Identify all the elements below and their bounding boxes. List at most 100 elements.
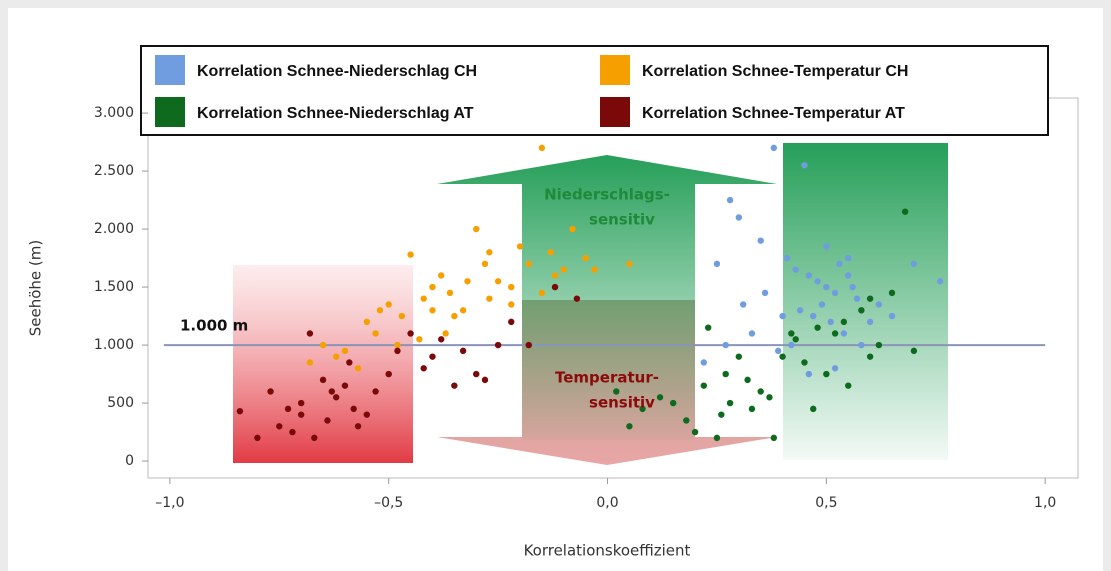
legend-items: Korrelation Schnee-Niederschlag CH Korrel… [155, 55, 908, 127]
point [297, 399, 305, 407]
point [525, 260, 532, 268]
point [538, 144, 546, 152]
point [407, 251, 414, 258]
point [429, 307, 436, 314]
point [332, 353, 340, 360]
point [757, 388, 764, 395]
point [845, 254, 852, 262]
point [831, 365, 839, 372]
point [779, 312, 786, 320]
point [748, 330, 756, 337]
point [350, 405, 357, 413]
point [473, 370, 480, 378]
point [626, 423, 633, 430]
point [560, 266, 567, 273]
point [376, 307, 384, 314]
point [788, 341, 795, 349]
point [726, 399, 734, 407]
point [398, 312, 406, 320]
legend-swatch [600, 97, 630, 127]
point [446, 289, 454, 297]
point [354, 423, 362, 430]
legend-swatch [155, 97, 185, 127]
point [416, 336, 423, 343]
y-tick-label: 0 [125, 453, 134, 469]
x-tick-label: 0,5 [815, 495, 837, 511]
point [328, 388, 336, 395]
point [814, 278, 821, 285]
y-tick-label: 3.000 [94, 105, 134, 121]
point [713, 434, 721, 442]
point [459, 307, 467, 314]
point [481, 376, 489, 384]
point [744, 376, 751, 384]
point [770, 144, 778, 152]
point [845, 382, 852, 389]
point [700, 359, 708, 366]
point [726, 196, 734, 204]
point [910, 260, 918, 268]
point [783, 254, 791, 262]
point [297, 411, 305, 418]
annotation: Temperatur- [555, 369, 659, 387]
y-tick-label: 2.000 [94, 221, 134, 237]
point [438, 272, 445, 279]
point [481, 260, 489, 268]
point [547, 249, 554, 256]
point [858, 341, 865, 349]
point [494, 278, 502, 285]
point [722, 341, 729, 349]
point [538, 289, 546, 297]
point [551, 272, 559, 279]
x-tick-label: 1,0 [1034, 495, 1056, 511]
point [740, 301, 747, 308]
point [385, 370, 392, 378]
point [866, 353, 874, 360]
legend-swatch [600, 55, 630, 85]
x-tick-label: –0,5 [374, 495, 403, 511]
point [372, 388, 379, 395]
legend-label: Korrelation Schnee-Niederschlag AT [197, 105, 474, 122]
point [420, 365, 427, 372]
point [525, 341, 532, 349]
point [429, 353, 436, 360]
point [569, 225, 576, 233]
point [639, 405, 646, 413]
point [788, 330, 795, 337]
point [508, 301, 515, 308]
point [451, 312, 458, 320]
point [683, 417, 690, 424]
point [831, 289, 839, 297]
point [875, 301, 883, 308]
point [888, 289, 896, 297]
point [831, 330, 839, 337]
point [735, 353, 743, 360]
plot: 1.000 m Niederschlags-sensitiv Temperatur-… [163, 144, 1046, 442]
point [551, 283, 559, 291]
point [267, 388, 274, 395]
point [669, 399, 677, 407]
point [582, 254, 589, 262]
point [757, 237, 764, 244]
point [840, 318, 848, 326]
point [875, 341, 883, 349]
point [845, 272, 852, 279]
point [341, 347, 349, 355]
point [722, 370, 729, 378]
y-tick-label: 1.000 [94, 337, 134, 353]
point [823, 243, 830, 250]
point [718, 411, 725, 418]
point [486, 295, 493, 302]
point [704, 324, 712, 331]
point [354, 365, 362, 372]
point [420, 295, 427, 302]
point [888, 312, 896, 320]
point [823, 370, 830, 378]
point [713, 260, 721, 268]
point [805, 370, 813, 378]
point [792, 266, 799, 273]
y-axis-label: Seehöhe (m) [27, 240, 45, 336]
point [486, 249, 493, 256]
point [319, 341, 327, 349]
